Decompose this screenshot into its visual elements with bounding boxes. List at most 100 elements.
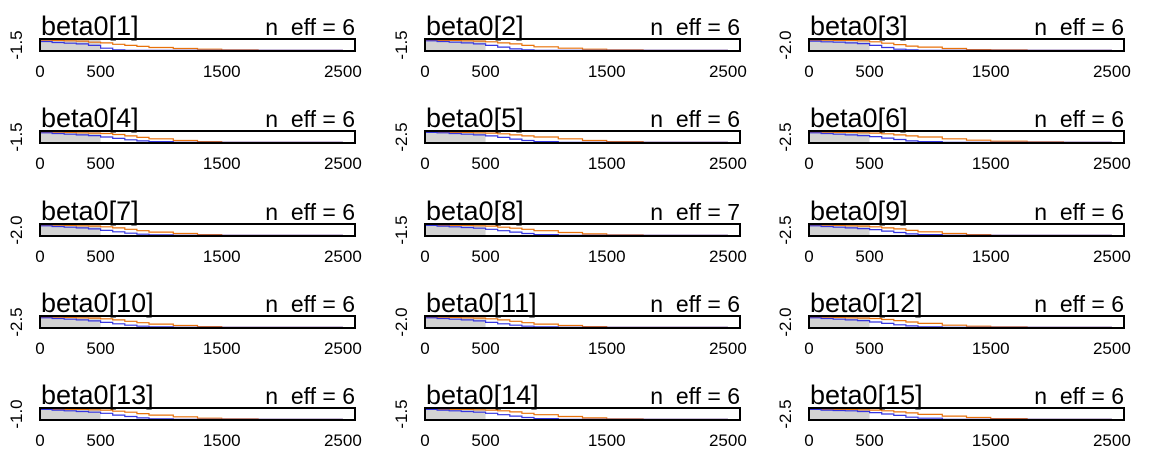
trace-panel-6: beta0[6] n_eff = 6 0 500 1500 2500 -2.5 [776,103,1131,173]
x-tick-label: 0 [35,247,44,266]
x-tick-label: 2500 [709,154,747,173]
x-tick-label: 2500 [324,431,362,450]
x-tick-label: 1500 [972,62,1010,81]
n-eff-label: n_eff = 6 [1034,291,1124,317]
trace-line-chain1 [40,224,343,236]
y-tick-label: -2.5 [776,122,795,151]
trace-line-chain1 [40,39,343,51]
n-eff-label: n_eff = 6 [650,106,740,132]
y-tick-label: -2.0 [392,307,411,336]
panel-title: beta0[5] [426,103,524,133]
x-tick-label: 2500 [324,247,362,266]
trace-panel-7: beta0[7] n_eff = 6 0 500 1500 2500 -2.0 [7,196,362,266]
x-tick-label: 500 [86,431,114,450]
x-tick-label: 0 [35,339,44,358]
x-tick-label: 0 [420,431,429,450]
n-eff-label: n_eff = 6 [1034,383,1124,409]
n-eff-label: n_eff = 6 [265,14,355,40]
trace-panel-9: beta0[9] n_eff = 6 0 500 1500 2500 -2.5 [776,196,1131,266]
trace-panel-4: beta0[4] n_eff = 6 0 500 1500 2500 -1.5 [7,103,362,173]
trace-line-chain1 [809,131,1112,143]
trace-panel-10: beta0[10] n_eff = 6 0 500 1500 2500 -2.5 [7,288,362,358]
panel-title: beta0[15] [810,380,923,410]
x-tick-label: 500 [86,62,114,81]
x-tick-label: 500 [86,339,114,358]
x-tick-label: 1500 [588,247,626,266]
panel-title: beta0[4] [41,103,139,133]
plot-frame [424,38,741,52]
n-eff-label: n_eff = 6 [650,383,740,409]
x-tick-label: 1500 [588,339,626,358]
trace-line-chain1 [40,408,343,420]
plot-frame [39,38,356,52]
panel-title: beta0[3] [810,11,908,41]
x-tick-label: 0 [35,62,44,81]
x-tick-label: 2500 [709,62,747,81]
x-tick-label: 1500 [588,431,626,450]
y-tick-label: -1.5 [7,122,26,151]
x-tick-label: 2500 [324,62,362,81]
n-eff-label: n_eff = 6 [650,291,740,317]
plot-frame [424,315,741,329]
trace-panel-15: beta0[15] n_eff = 6 0 500 1500 2500 -2.5 [776,380,1131,450]
x-tick-label: 1500 [588,62,626,81]
x-tick-label: 500 [855,339,883,358]
y-tick-label: -2.0 [776,307,795,336]
y-tick-label: -1.0 [7,399,26,428]
x-tick-label: 0 [420,154,429,173]
y-tick-label: -1.5 [392,215,411,244]
trace-line-chain1 [425,224,728,236]
plot-frame [808,38,1125,52]
y-tick-label: -2.5 [7,307,26,336]
trace-panel-12: beta0[12] n_eff = 6 0 500 1500 2500 -2.0 [776,288,1131,358]
x-tick-label: 0 [804,339,813,358]
x-tick-label: 2500 [709,339,747,358]
plot-frame [424,407,741,421]
x-tick-label: 2500 [324,339,362,358]
n-eff-label: n_eff = 6 [265,383,355,409]
x-tick-label: 2500 [1093,339,1131,358]
x-tick-label: 0 [35,154,44,173]
plot-frame [39,407,356,421]
n-eff-label: n_eff = 6 [1034,199,1124,225]
panel-title: beta0[2] [426,11,524,41]
panel-title: beta0[7] [41,196,139,226]
y-tick-label: -2.5 [776,215,795,244]
x-tick-label: 500 [855,247,883,266]
panel-title: beta0[13] [41,380,154,410]
x-tick-label: 1500 [972,431,1010,450]
x-tick-label: 1500 [203,339,241,358]
x-tick-label: 500 [471,431,499,450]
trace-panel-8: beta0[8] n_eff = 7 0 500 1500 2500 -1.5 [392,196,747,266]
trace-panel-14: beta0[14] n_eff = 6 0 500 1500 2500 -1.5 [392,380,747,450]
x-tick-label: 2500 [709,247,747,266]
trace-panel-1: beta0[1] n_eff = 6 0 500 1500 2500 -1.5 [7,11,362,81]
panel-title: beta0[6] [810,103,908,133]
plot-frame [808,315,1125,329]
y-tick-label: -2.5 [392,122,411,151]
trace-panel-5: beta0[5] n_eff = 6 0 500 1500 2500 -2.5 [392,103,747,173]
x-tick-label: 1500 [588,154,626,173]
x-tick-label: 0 [420,247,429,266]
n-eff-label: n_eff = 6 [650,14,740,40]
x-tick-label: 2500 [709,431,747,450]
panel-title: beta0[8] [426,196,524,226]
x-tick-label: 1500 [203,431,241,450]
plot-frame [424,130,741,144]
trace-line-chain1 [809,408,1112,420]
plot-frame [808,407,1125,421]
plot-frame [808,223,1125,237]
x-tick-label: 500 [471,62,499,81]
n-eff-label: n_eff = 6 [1034,106,1124,132]
x-tick-label: 500 [471,339,499,358]
x-tick-label: 2500 [1093,62,1131,81]
trace-panel-13: beta0[13] n_eff = 6 0 500 1500 2500 -1.0 [7,380,362,450]
panel-title: beta0[10] [41,288,154,318]
y-tick-label: -2.0 [7,215,26,244]
trace-line-chain1 [425,408,728,420]
x-tick-label: 500 [855,431,883,450]
trace-line-chain1 [40,316,343,328]
trace-line-chain1 [425,39,728,51]
x-tick-label: 500 [855,62,883,81]
x-tick-label: 0 [804,431,813,450]
